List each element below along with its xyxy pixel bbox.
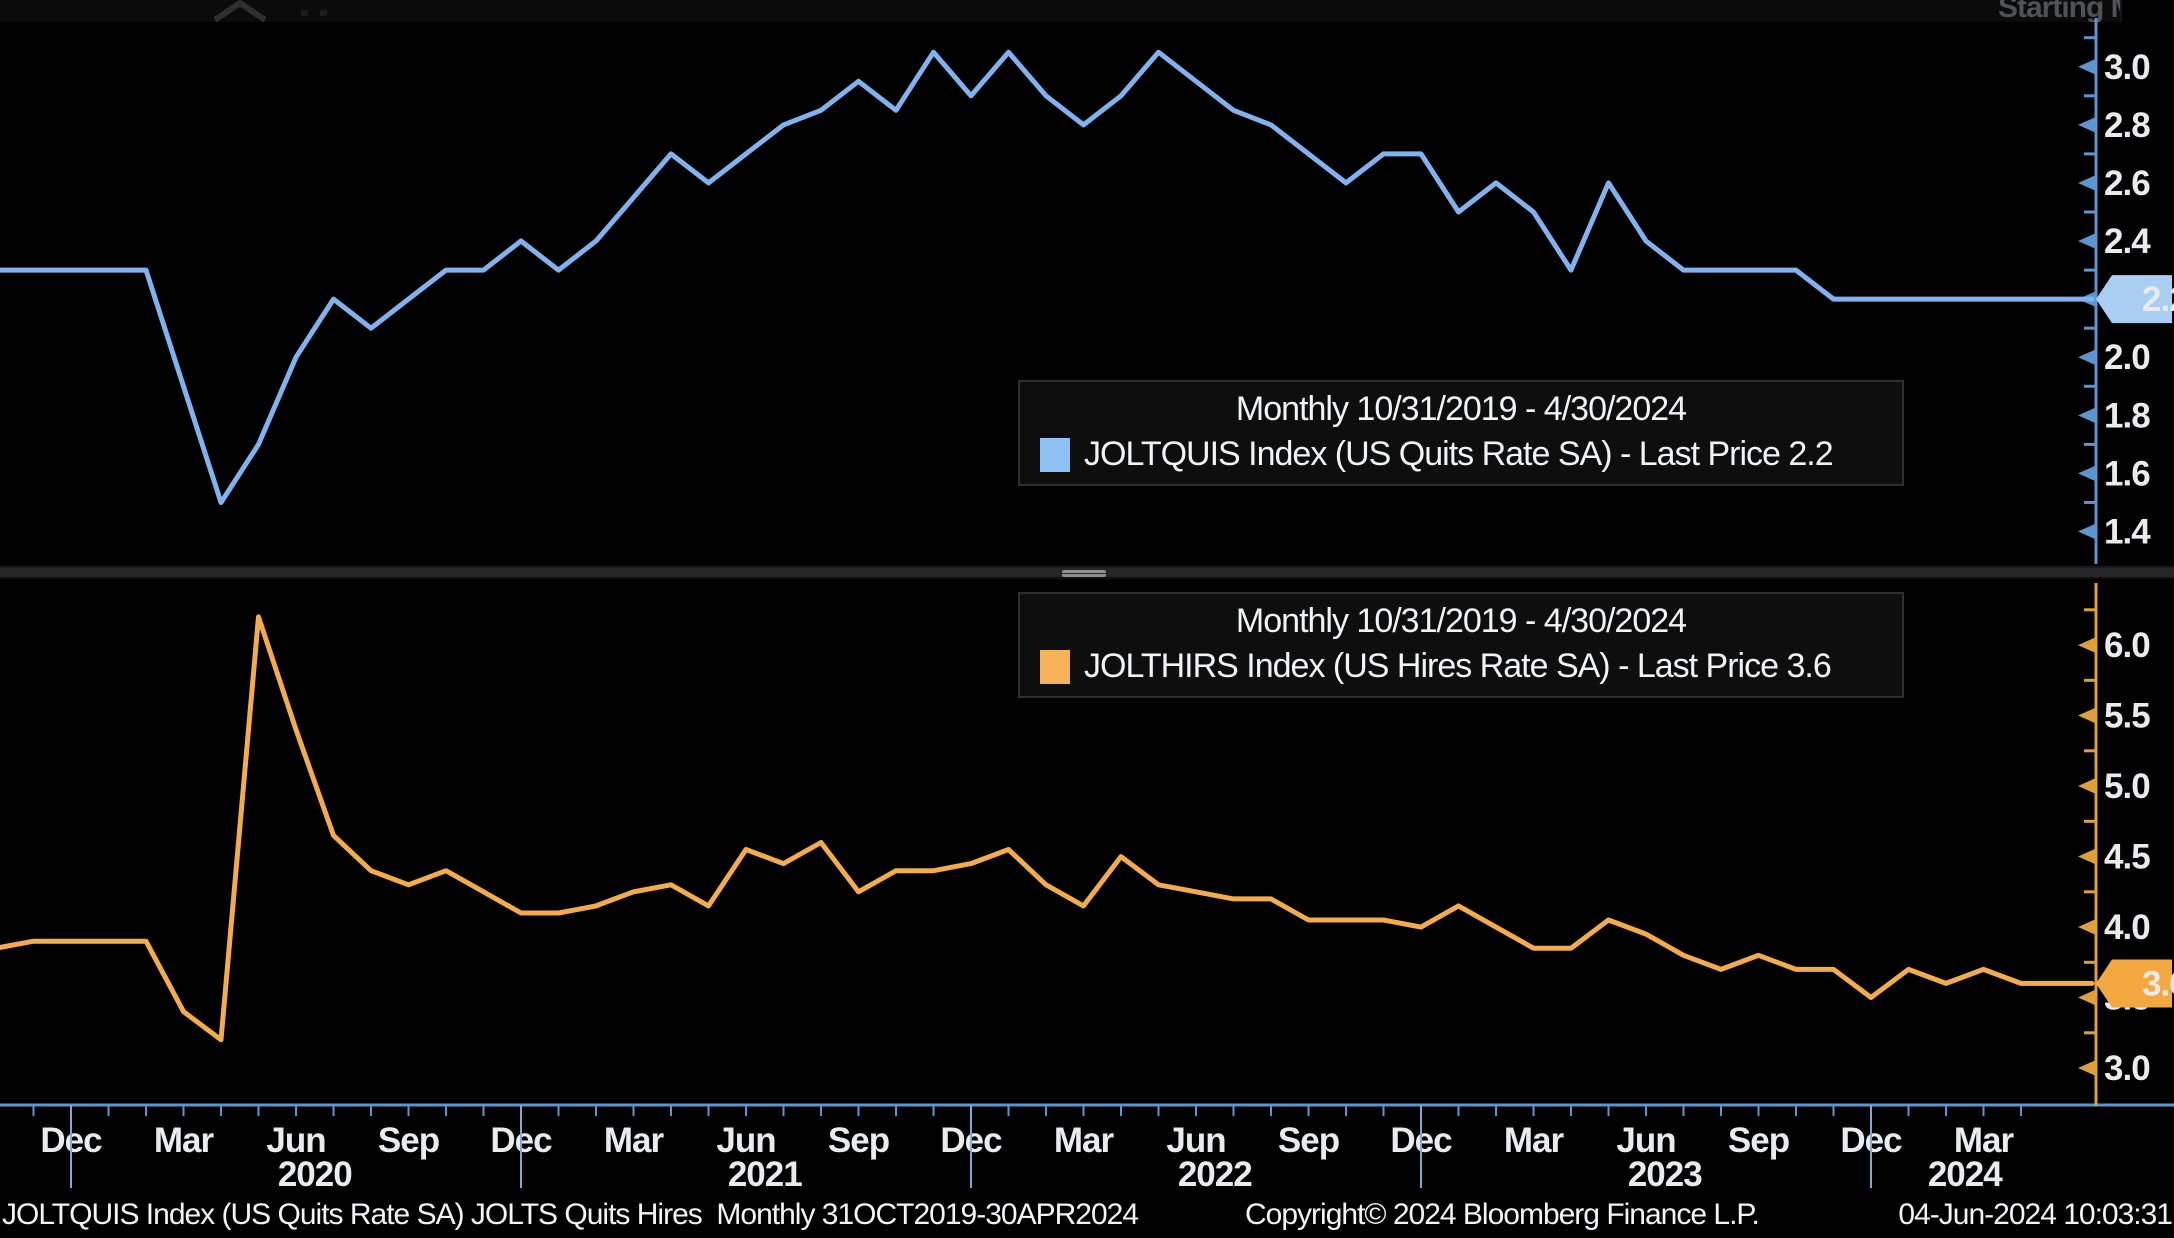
last-price-badge-quits[interactable]	[2096, 275, 2172, 324]
panel-divider	[0, 566, 2174, 579]
panel-divider-handle[interactable]	[1062, 570, 1106, 577]
y-tick-arrow	[2078, 465, 2096, 482]
y-tick-arrow	[2078, 233, 2096, 250]
legend-quits[interactable]: Monthly 10/31/2019 - 4/30/2024 JOLTQUIS …	[1018, 380, 1904, 486]
y-tick-arrow	[2078, 707, 2096, 724]
y-tick-label: 1.8	[2104, 396, 2150, 435]
y-tick-label: 1.6	[2104, 454, 2150, 493]
y-tick-arrow	[2078, 1060, 2096, 1077]
y-tick-arrow	[2078, 848, 2096, 865]
toolbar-partial-label: Starting M	[1998, 0, 2136, 22]
y-tick-label: 3.0	[2104, 48, 2150, 87]
top-toolbar-strip: Starting M	[0, 0, 2174, 22]
y-tick-label: 3.0	[2104, 1049, 2150, 1088]
last-price-badge-hires[interactable]	[2096, 959, 2172, 1008]
y-tick-arrow	[2078, 407, 2096, 424]
month-tick-label: Jun	[266, 1121, 325, 1160]
hires-series-swatch	[1040, 649, 1070, 684]
y-tick-label: 1.4	[2104, 513, 2151, 552]
month-tick-label: Jun	[1616, 1121, 1675, 1160]
y-tick-label: 4.5	[2104, 838, 2150, 877]
month-tick-label: Mar	[154, 1121, 215, 1160]
y-tick-arrow	[2078, 523, 2096, 540]
month-tick-label: Sep	[1728, 1121, 1789, 1160]
y-tick-arrow	[2078, 174, 2096, 191]
legend-hires[interactable]: Monthly 10/31/2019 - 4/30/2024 JOLTHIRS …	[1018, 592, 1904, 698]
y-tick-label: 2.0	[2104, 338, 2150, 377]
chevron-up-icon[interactable]	[213, 0, 269, 22]
status-security-label: JOLTQUIS Index (US Quits Rate SA) JOLTS …	[2, 1198, 1139, 1231]
legend-period: Monthly 10/31/2019 - 4/30/2024	[1235, 390, 1687, 428]
y-tick-arrow	[2078, 58, 2096, 75]
status-datetime: 04-Jun-2024 10:03:31	[1898, 1198, 2173, 1231]
y-tick-label: 2.6	[2104, 164, 2150, 203]
month-tick-label: Sep	[828, 1121, 889, 1160]
year-label: 2024	[1928, 1155, 2003, 1194]
hires-line	[0, 614, 2095, 1043]
month-tick-label: Mar	[604, 1121, 665, 1160]
y-tick-arrow	[2078, 989, 2096, 1006]
year-label: 2022	[1178, 1155, 1252, 1194]
last-price-badge-quits-value: 2.2	[2142, 280, 2174, 319]
year-label: 2021	[728, 1155, 802, 1194]
toolbar-corner-box	[2120, 0, 2174, 22]
y-tick-label: 2.8	[2104, 106, 2150, 145]
quits-line	[0, 49, 2095, 505]
y-tick-arrow	[2078, 778, 2096, 795]
status-copyright: Copyright© 2024 Bloomberg Finance L.P.	[1245, 1198, 1760, 1231]
y-tick-label: 2.4	[2104, 222, 2151, 261]
hires-series-label: JOLTHIRS Index (US Hires Rate SA) - Last…	[1084, 647, 1832, 685]
y-tick-label: 6.0	[2104, 626, 2150, 665]
y-tick-arrow	[2078, 919, 2096, 936]
month-tick-label: Sep	[1278, 1121, 1339, 1160]
month-tick-label: Mar	[1954, 1121, 2015, 1160]
status-bar: JOLTQUIS Index (US Quits Rate SA) JOLTS …	[0, 1192, 2174, 1238]
month-tick-label: Sep	[378, 1121, 439, 1160]
toolbar-dot-icon	[320, 10, 327, 16]
quits-series-label: JOLTQUIS Index (US Quits Rate SA) - Last…	[1084, 435, 1834, 473]
month-tick-label: Jun	[716, 1121, 775, 1160]
quits-series-swatch	[1040, 437, 1070, 472]
month-tick-label: Mar	[1504, 1121, 1565, 1160]
y-tick-label: 4.0	[2104, 908, 2150, 947]
toolbar-dot-icon	[301, 10, 308, 16]
legend-period: Monthly 10/31/2019 - 4/30/2024	[1235, 602, 1687, 640]
last-price-badge-hires-value: 3.6	[2142, 964, 2174, 1003]
y-tick-arrow	[2078, 637, 2096, 654]
y-tick-label: 5.5	[2104, 697, 2150, 736]
month-tick-label: Mar	[1054, 1121, 1115, 1160]
y-tick-arrow	[2078, 349, 2096, 366]
year-label: 2023	[1628, 1155, 1702, 1194]
month-tick-label: Jun	[1166, 1121, 1225, 1160]
year-label: 2020	[278, 1155, 352, 1194]
y-tick-arrow	[2078, 116, 2096, 133]
y-tick-label: 5.0	[2104, 767, 2150, 806]
